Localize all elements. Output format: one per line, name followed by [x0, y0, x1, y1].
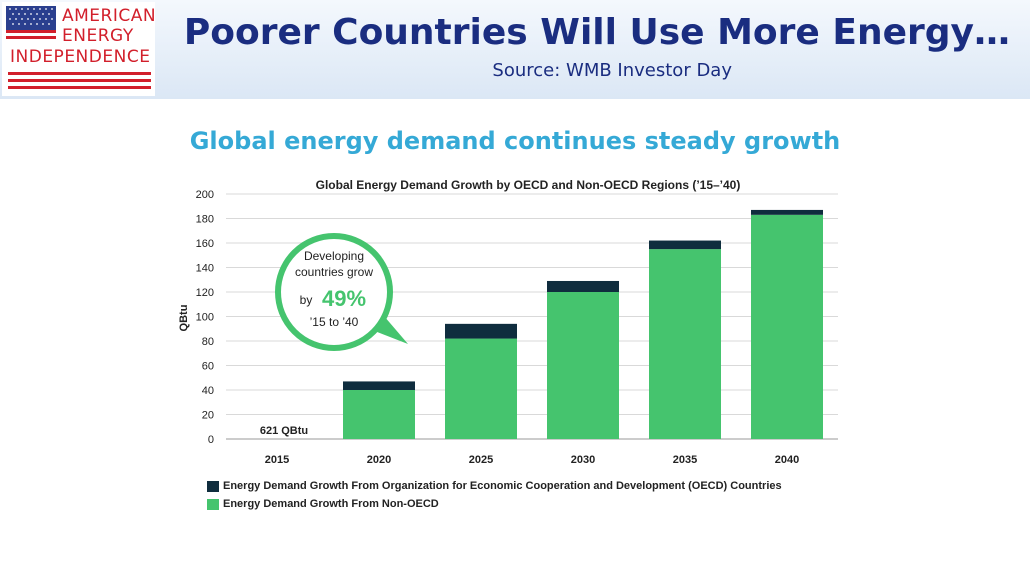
y-tick-label: 100	[196, 312, 214, 324]
callout-line1: Developing	[304, 249, 364, 263]
bar-oecd-2030	[547, 280, 619, 292]
logo-line-american: AMERICAN	[62, 6, 157, 26]
bar-oecd-2025	[445, 323, 517, 339]
y-tick-label: 120	[196, 287, 214, 299]
legend-label-non-oecd: Energy Demand Growth From Non-OECD	[223, 498, 439, 510]
y-axis-ticks: 0 20 40 60 80 100 120 140 160 180 200	[196, 189, 214, 446]
bar-oecd-2040	[751, 209, 823, 215]
logo-stripe	[8, 79, 151, 82]
y-tick-label: 160	[196, 238, 214, 250]
logo-stripe	[8, 72, 151, 75]
legend-swatch-non-oecd	[207, 499, 219, 510]
page-title: Poorer Countries Will Use More Energy…	[183, 12, 1010, 53]
y-axis-label: QBtu	[178, 305, 190, 332]
x-tick-label: 2035	[673, 454, 697, 466]
legend-swatch-oecd	[207, 481, 219, 492]
bar-oecd-2020	[343, 381, 415, 390]
us-flag-icon	[6, 6, 56, 42]
chart-headline: Global energy demand continues steady gr…	[189, 127, 841, 155]
y-tick-label: 180	[196, 214, 214, 226]
logo-line-energy: ENERGY	[62, 26, 134, 46]
bars	[343, 209, 823, 439]
callout-percent: 49%	[322, 286, 366, 311]
callout-by: by	[300, 293, 313, 307]
callout-pointer	[372, 316, 408, 344]
y-tick-label: 140	[196, 263, 214, 275]
developing-countries-callout: Developing countries grow by 49% ’15 to …	[275, 233, 408, 351]
callout-period: ’15 to ’40	[310, 315, 359, 329]
x-tick-label: 2020	[367, 454, 391, 466]
callout-line2: countries grow	[295, 265, 373, 279]
header-banner: AMERICAN ENERGY INDEPENDENCE Poorer Coun…	[0, 0, 1030, 99]
y-tick-label: 40	[202, 385, 214, 397]
y-tick-label: 80	[202, 336, 214, 348]
bar-oecd-2035	[649, 240, 721, 250]
y-tick-label: 200	[196, 189, 214, 201]
bar-non_oecd-2020	[343, 390, 415, 439]
legend-label-oecd: Energy Demand Growth From Organization f…	[223, 480, 782, 492]
y-tick-label: 0	[208, 434, 214, 446]
y-tick-label: 60	[202, 361, 214, 373]
american-energy-independence-logo: AMERICAN ENERGY INDEPENDENCE	[2, 2, 157, 96]
logo-stripe	[8, 86, 151, 89]
x-axis-ticks: 2015 2020 2025 2030 2035 2040	[265, 454, 799, 466]
x-tick-label: 2015	[265, 454, 289, 466]
x-tick-label: 2040	[775, 454, 799, 466]
y-tick-label: 20	[202, 410, 214, 422]
x-tick-label: 2030	[571, 454, 595, 466]
callout-circle	[275, 233, 393, 351]
bar-non_oecd-2035	[649, 249, 721, 439]
x-tick-label: 2025	[469, 454, 493, 466]
bar-non_oecd-2025	[445, 338, 517, 439]
bar-non_oecd-2030	[547, 292, 619, 439]
bar-non_oecd-2040	[751, 214, 823, 439]
base-value-label: 621 QBtu	[260, 425, 308, 437]
chart-title: Global Energy Demand Growth by OECD and …	[316, 178, 741, 192]
page-source: Source: WMB Investor Day	[492, 60, 732, 81]
logo-line-independence: INDEPENDENCE	[10, 47, 151, 67]
